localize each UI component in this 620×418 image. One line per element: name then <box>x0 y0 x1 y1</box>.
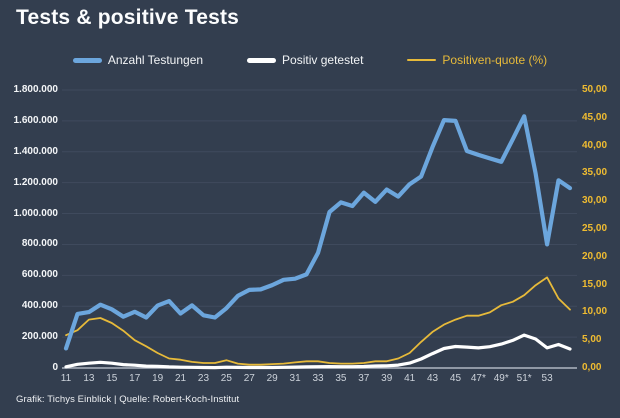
x-axis-tick-label: 49* <box>493 373 509 384</box>
y-axis-left-tick-label: 1.200.000 <box>13 176 59 188</box>
legend-item-anzahl-testungen: Anzahl Testungen <box>72 53 204 67</box>
legend-label-anzahl-testungen: Anzahl Testungen <box>107 53 204 67</box>
y-axis-right-tick-label: 25,00 <box>582 223 608 234</box>
x-axis-tick-label: 23 <box>197 373 210 384</box>
y-axis-right-tick-label: 20,00 <box>582 250 608 262</box>
x-axis-tick-label: 25 <box>220 373 232 384</box>
y-axis-left-tick-label: 1.800.000 <box>13 84 59 95</box>
x-axis-tick-label: 35 <box>335 373 347 384</box>
y-axis-left-tick-label: 1.600.000 <box>13 114 59 126</box>
y-axis-right-tick-label: 0,00 <box>582 362 602 373</box>
footer-credit: Grafik: Tichys Einblick | Quelle: Robert… <box>16 394 240 405</box>
x-axis-tick-label: 51* <box>516 373 532 384</box>
x-axis-tick-label: 29 <box>266 373 278 384</box>
positives-line-swatch-icon <box>247 57 277 63</box>
x-axis-tick-label: 45 <box>449 373 462 384</box>
y-axis-left-tick-label: 600.000 <box>21 269 58 281</box>
y-axis-right-tick-label: 5,00 <box>582 334 602 346</box>
x-axis-tick-label: 11 <box>60 373 72 384</box>
y-axis-left-tick-label: 0 <box>52 362 58 373</box>
legend-item-positiven-quote: Positiven-quote (%) <box>407 53 547 67</box>
y-axis-right-tick-label: 45,00 <box>582 111 608 123</box>
y-axis-right-tick-label: 30,00 <box>582 195 608 207</box>
x-axis-tick-label: 33 <box>312 373 324 384</box>
x-axis-tick-label: 47* <box>470 373 486 384</box>
x-axis-tick-label: 17 <box>129 373 141 384</box>
y-axis-right-tick-label: 40,00 <box>582 139 608 151</box>
x-axis-tick-label: 21 <box>174 373 187 384</box>
y-axis-right-tick-label: 50,00 <box>582 84 608 95</box>
legend-item-positiv-getestet: Positiv getestet <box>247 53 363 67</box>
x-axis-tick-label: 31 <box>289 373 301 384</box>
chart-title: Tests & positive Tests <box>16 6 240 29</box>
y-axis-left-tick-label: 200.000 <box>21 331 58 343</box>
x-axis-tick-label: 27 <box>243 373 255 384</box>
tests-series-line <box>63 114 573 351</box>
y-axis-left-tick-label: 400.000 <box>21 300 58 312</box>
y-axis-right-tick-label: 15,00 <box>582 278 608 290</box>
x-axis-tick-label: 53 <box>541 373 553 384</box>
y-axis-left-tick-label: 1.400.000 <box>13 145 59 157</box>
y-axis-left-tick-label: 800.000 <box>21 238 58 250</box>
quote-line-swatch-icon <box>407 59 437 61</box>
x-axis-tick-label: 19 <box>152 373 164 384</box>
x-axis-tick-label: 15 <box>106 373 118 384</box>
positives-series-line <box>64 333 572 370</box>
quote-series-line <box>65 276 571 366</box>
legend-label-positiv-getestet: Positiv getestet <box>282 53 364 67</box>
x-axis-tick-label: 39 <box>381 373 393 384</box>
x-axis-tick-label: 13 <box>83 373 95 384</box>
chart-legend: Anzahl Testungen Positiv getestet Positi… <box>0 52 620 68</box>
y-axis-left-tick-label: 1.000.000 <box>13 207 59 219</box>
y-axis-right-tick-label: 35,00 <box>582 167 608 179</box>
x-axis-tick-label: 37 <box>358 373 370 384</box>
legend-label-positiven-quote: Positiven-quote (%) <box>442 53 548 67</box>
tests-line-swatch-icon <box>72 57 102 63</box>
x-axis-tick-label: 41 <box>404 373 416 384</box>
x-axis-tick-label: 43 <box>426 373 439 384</box>
y-axis-right-tick-label: 10,00 <box>582 306 608 318</box>
